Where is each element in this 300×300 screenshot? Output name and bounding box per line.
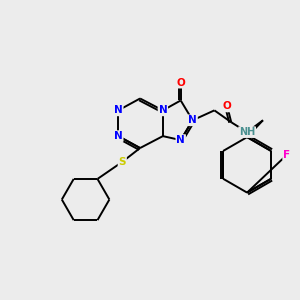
- Text: N: N: [158, 105, 167, 116]
- Text: O: O: [176, 78, 185, 88]
- Text: F: F: [283, 150, 290, 160]
- Text: NH: NH: [239, 127, 255, 137]
- Text: N: N: [114, 131, 123, 141]
- Text: O: O: [223, 101, 232, 111]
- Text: N: N: [176, 135, 185, 145]
- Text: N: N: [188, 115, 197, 125]
- Text: N: N: [114, 105, 123, 116]
- Text: S: S: [118, 157, 126, 167]
